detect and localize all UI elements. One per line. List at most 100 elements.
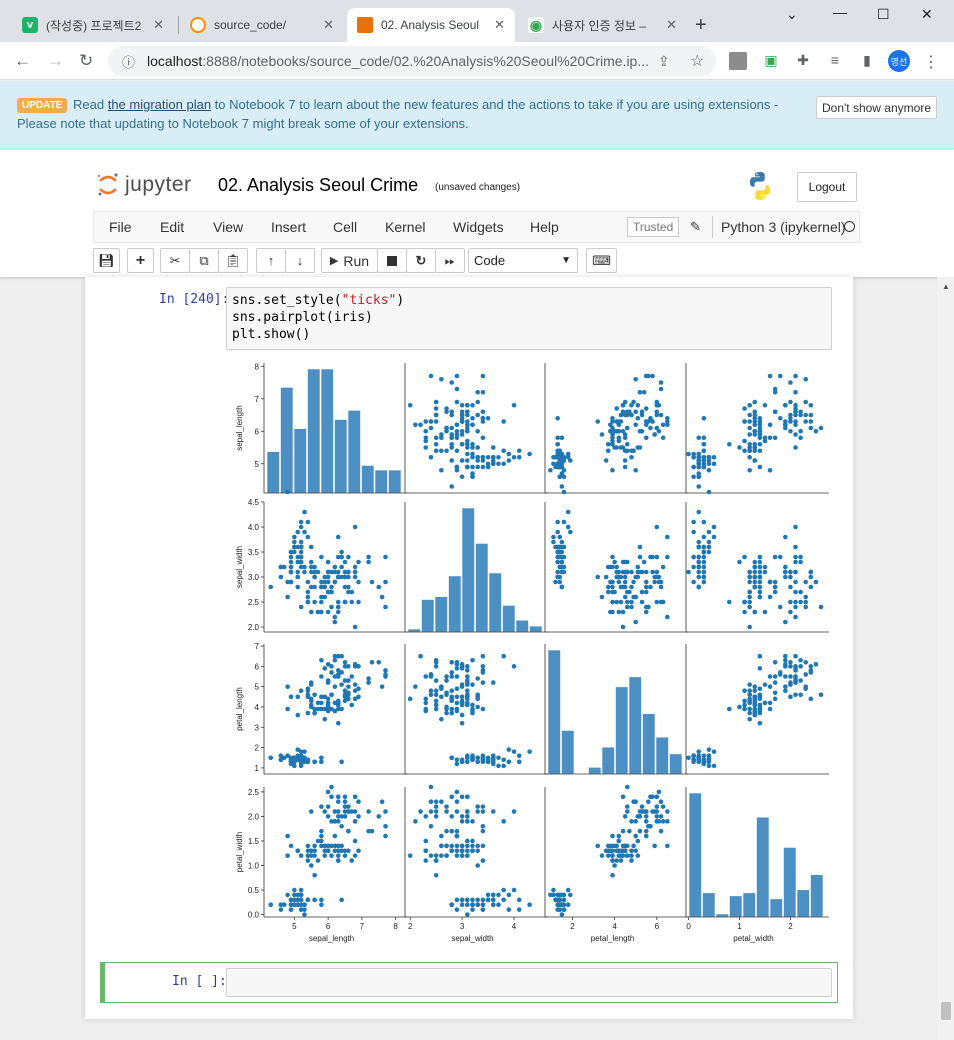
move-down-button[interactable]: ↓ — [285, 248, 315, 273]
run-button[interactable]: ▶ Run — [321, 248, 378, 273]
trusted-indicator[interactable]: Trusted — [627, 217, 680, 237]
scatter-point — [599, 594, 605, 600]
scatter-point — [335, 720, 341, 726]
close-tab-icon[interactable]: ✕ — [494, 17, 505, 32]
copy-button[interactable]: ⧉ — [189, 248, 219, 273]
extension-icon[interactable] — [729, 52, 747, 70]
scatter-point — [305, 757, 311, 763]
scatter-point — [737, 704, 742, 710]
reload-icon[interactable]: ↻ — [79, 51, 94, 70]
share-icon[interactable]: ⇪ — [658, 52, 670, 69]
back-arrow-icon[interactable]: ← — [14, 51, 31, 70]
restart-run-all-button[interactable]: ⏩︎ — [435, 248, 465, 273]
scatter-point — [379, 799, 385, 805]
scatter-point — [319, 584, 324, 590]
selected-empty-cell[interactable] — [100, 962, 838, 1003]
scatter-point — [480, 454, 486, 460]
scatter-point — [319, 700, 324, 706]
profile-avatar[interactable]: 영선 — [888, 50, 910, 72]
scatter-point — [752, 415, 758, 421]
browser-tab-2[interactable]: source_code/ ✕ — [180, 8, 344, 42]
scatter-point — [568, 529, 573, 535]
menu-insert[interactable]: Insert — [271, 219, 307, 235]
scatter-point — [332, 819, 338, 824]
side-panel-icon[interactable]: ▮ — [863, 52, 871, 68]
bookmark-star-icon[interactable]: ☆ — [690, 53, 705, 70]
scatter-point — [813, 428, 819, 434]
scatter-point — [599, 853, 605, 858]
menu-widgets[interactable]: Widgets — [453, 219, 504, 235]
scatter-point — [612, 445, 617, 450]
scatter-point — [342, 814, 348, 819]
save-button[interactable]: 💾︎ — [93, 248, 120, 273]
paste-button[interactable]: 📋︎ — [218, 248, 248, 273]
forward-arrow-icon[interactable]: → — [47, 51, 64, 70]
jupyter-logo[interactable]: jupyter — [97, 172, 192, 198]
menu-kernel[interactable]: Kernel — [385, 219, 426, 235]
scatter-point — [757, 720, 763, 726]
screen-extension-icon[interactable]: ▣ — [764, 52, 778, 68]
scatter-point — [332, 848, 338, 854]
close-tab-icon[interactable]: ✕ — [153, 17, 164, 32]
scatter-point — [480, 804, 486, 809]
scatter-point — [813, 579, 819, 585]
tab-search-chevron-icon[interactable]: ⌄ — [786, 6, 798, 22]
scatter-point — [788, 680, 793, 685]
histogram-bar — [434, 596, 448, 633]
menu-help[interactable]: Help — [530, 219, 559, 235]
browser-tab-3-active[interactable]: 02. Analysis Seoul ✕ — [347, 8, 515, 42]
kebab-menu-icon[interactable]: ⋮ — [923, 54, 939, 71]
logout-button[interactable]: Logout — [797, 172, 857, 202]
new-tab-button[interactable]: + — [695, 14, 707, 36]
info-icon[interactable]: ⓘ — [122, 54, 136, 70]
scatter-point — [637, 389, 643, 395]
histogram-bar — [374, 469, 388, 494]
insert-cell-button[interactable]: + — [127, 248, 154, 273]
close-tab-icon[interactable]: ✕ — [666, 17, 677, 32]
minimize-button[interactable]: — — [833, 4, 847, 20]
scatter-point — [696, 755, 702, 761]
maximize-button[interactable]: ☐ — [877, 6, 890, 22]
close-window-button[interactable]: ✕ — [921, 6, 933, 22]
browser-tab-4[interactable]: ◉ 사용자 인증 정보 – ✕ — [518, 8, 688, 42]
scatter-point — [329, 670, 334, 675]
move-up-button[interactable]: ↑ — [256, 248, 286, 273]
scatter-point — [298, 539, 304, 545]
menu-cell[interactable]: Cell — [333, 219, 358, 235]
empty-code-input[interactable] — [226, 968, 832, 997]
browser-tab-1[interactable]: v (작성중) 프로젝트2 ✕ — [12, 8, 174, 42]
scatter-point — [281, 564, 287, 570]
scatter-point — [325, 696, 331, 702]
media-controls-icon[interactable]: ≡ — [830, 52, 840, 68]
migration-plan-link[interactable]: the migration plan — [107, 97, 212, 112]
scatter-point — [308, 853, 314, 858]
scatter-point — [555, 519, 560, 525]
dont-show-anymore-button[interactable]: Don't show anymore — [816, 96, 937, 119]
scrollbar-thumb[interactable] — [941, 1002, 951, 1020]
scroll-up-arrow-icon[interactable]: ▲ — [942, 282, 950, 291]
scatter-point — [433, 678, 439, 683]
scatter-point — [696, 471, 702, 476]
close-tab-icon[interactable]: ✕ — [323, 17, 334, 32]
menu-view[interactable]: View — [213, 219, 244, 235]
page-scrollbar[interactable]: ▲ — [937, 277, 954, 1040]
kernel-name[interactable]: Python 3 (ipykernel) — [712, 216, 846, 238]
scatter-point — [449, 435, 455, 441]
scatter-point — [465, 674, 470, 679]
interrupt-button[interactable] — [377, 248, 407, 273]
address-bar[interactable]: ⓘ localhost:8888/notebooks/source_code/0… — [108, 46, 716, 76]
code-cell-input[interactable]: sns.set_style("ticks") sns.pairplot(iris… — [226, 287, 832, 350]
cut-button[interactable]: ✂ — [160, 248, 190, 273]
menu-file[interactable]: File — [109, 219, 132, 235]
scatter-point — [561, 474, 567, 480]
edit-pencil-icon[interactable]: ✎ — [690, 219, 701, 234]
scatter-point — [423, 438, 429, 444]
scatter-point — [559, 584, 565, 590]
restart-kernel-button[interactable]: ↻ — [406, 248, 436, 273]
notebook-title[interactable]: 02. Analysis Seoul Crime — [218, 175, 419, 195]
cell-type-select[interactable]: Code ▼ — [468, 248, 578, 273]
puzzle-extensions-icon[interactable]: ✚ — [797, 52, 809, 68]
menu-edit[interactable]: Edit — [160, 219, 185, 235]
command-palette-button[interactable]: ⌨ — [586, 248, 617, 273]
scatter-point — [691, 759, 696, 765]
